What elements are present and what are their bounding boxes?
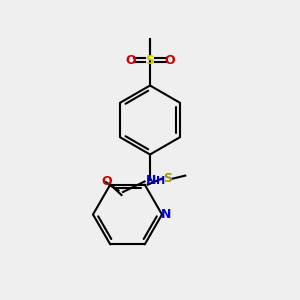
Text: S: S: [163, 172, 172, 185]
Text: O: O: [125, 53, 136, 67]
Text: H: H: [156, 176, 165, 187]
Text: O: O: [164, 53, 175, 67]
Text: O: O: [101, 175, 112, 188]
Text: N: N: [146, 173, 157, 187]
Text: N: N: [161, 208, 172, 221]
Text: S: S: [146, 53, 154, 67]
